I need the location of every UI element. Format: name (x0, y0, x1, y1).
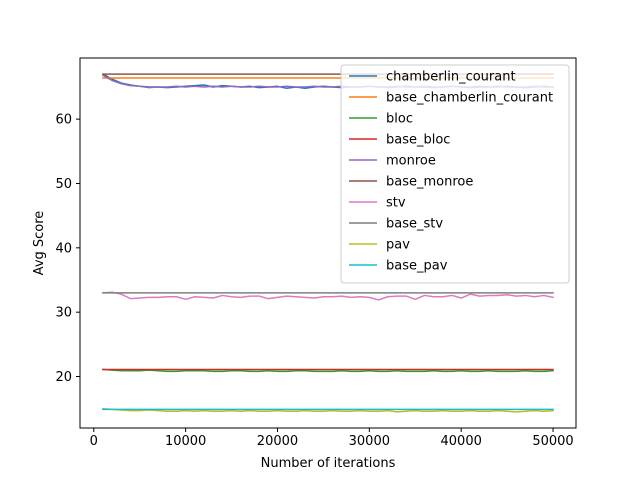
legend-entry-pav: pav (386, 238, 410, 253)
legend-entry-stv: stv (386, 196, 406, 211)
y-tick-label: 40 (55, 241, 72, 256)
legend: chamberlin_courant base_chamberlin_couran… (340, 64, 570, 284)
legend-box (340, 64, 570, 284)
legend-entry-bloc: bloc (386, 112, 413, 127)
legend-entry-base-stv: base_stv (386, 217, 443, 232)
y-tick-label: 20 (55, 370, 72, 385)
y-tick-label: 30 (55, 306, 72, 321)
y-tick-label: 50 (55, 177, 72, 192)
y-axis-label: Avg Score (32, 211, 47, 276)
legend-entry-base-chamberlin-courant: base_chamberlin_courant (386, 91, 553, 106)
x-tick-label: 40000 (441, 434, 482, 449)
x-tick-label: 50000 (532, 434, 573, 449)
series-line-stv (102, 291, 554, 301)
plot-frame (79, 57, 577, 429)
series-layer (101, 73, 554, 413)
legend-entry-monroe: monroe (386, 154, 436, 169)
x-axis-ticks: 0 10000 20000 30000 40000 50000 (90, 428, 574, 449)
y-axis-ticks: 20 30 40 50 60 (55, 113, 80, 385)
legend-entry-base-pav: base_pav (386, 259, 448, 274)
legend-entry-base-monroe: base_monroe (386, 175, 473, 190)
series-line-bloc (102, 368, 554, 373)
x-tick-label: 10000 (165, 434, 206, 449)
series-line-pav (102, 407, 554, 413)
x-tick-label: 30000 (349, 434, 390, 449)
legend-entry-base-bloc: base_bloc (386, 133, 450, 148)
x-tick-label: 20000 (257, 434, 298, 449)
legend-entry-chamberlin-courant: chamberlin_courant (386, 70, 516, 85)
x-axis-label: Number of iterations (261, 456, 396, 471)
x-tick-label: 0 (90, 434, 98, 449)
y-tick-label: 60 (55, 113, 72, 128)
